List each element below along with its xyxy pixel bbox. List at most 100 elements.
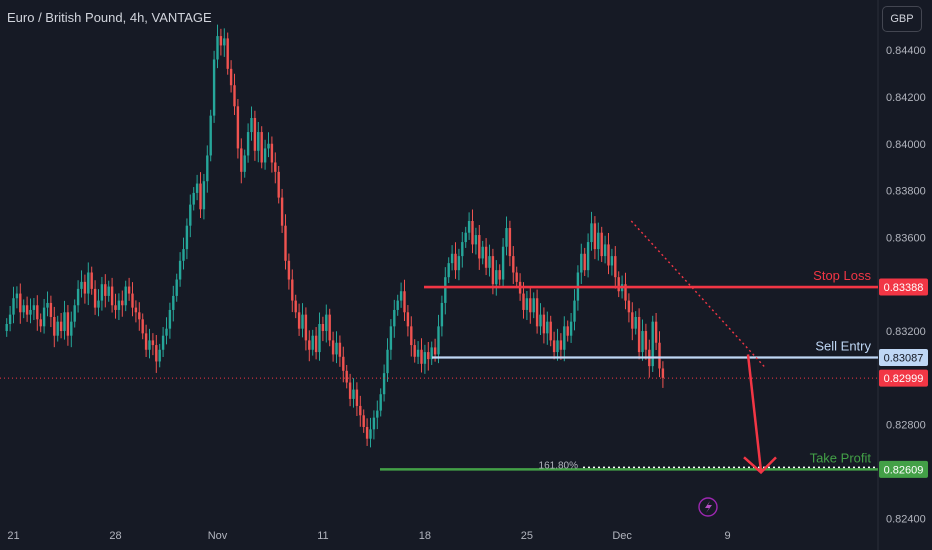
candle xyxy=(515,266,518,288)
candle xyxy=(634,311,637,335)
candle xyxy=(49,295,53,328)
candle xyxy=(484,238,488,276)
x-tick-label: 21 xyxy=(7,530,19,542)
candle xyxy=(396,294,399,316)
candle xyxy=(287,253,291,290)
candle xyxy=(66,305,70,346)
candle xyxy=(498,264,501,286)
candle xyxy=(284,214,287,270)
candle xyxy=(420,338,423,373)
svg-text:0.82999: 0.82999 xyxy=(884,373,924,385)
candle xyxy=(240,138,243,184)
candle xyxy=(427,342,430,371)
candle xyxy=(121,290,124,317)
candle xyxy=(70,311,73,348)
candle xyxy=(386,338,389,382)
candle xyxy=(131,282,134,317)
candle xyxy=(243,149,246,178)
candle xyxy=(607,232,610,275)
candle xyxy=(76,280,80,313)
candle xyxy=(304,307,308,351)
candle xyxy=(212,50,216,123)
candle xyxy=(529,288,532,324)
candle xyxy=(22,299,25,319)
candle xyxy=(580,243,583,284)
candle xyxy=(301,303,304,338)
candle xyxy=(617,271,620,298)
candle xyxy=(525,290,529,321)
flash-icon[interactable] xyxy=(698,497,718,517)
candle xyxy=(348,373,352,407)
candle xyxy=(651,315,654,372)
candle xyxy=(505,216,508,256)
candle xyxy=(610,248,614,276)
candle xyxy=(355,382,359,416)
candle xyxy=(138,302,141,331)
candle xyxy=(321,316,325,342)
candle xyxy=(226,32,229,75)
candle xyxy=(267,132,270,158)
candle xyxy=(365,418,369,446)
candle xyxy=(648,339,651,378)
candle xyxy=(430,341,433,365)
candle xyxy=(614,246,617,289)
candle xyxy=(97,289,100,317)
candle xyxy=(481,240,484,265)
candle xyxy=(600,226,603,262)
fib-label: 161.80% xyxy=(539,460,579,471)
currency-button[interactable]: GBP xyxy=(882,6,922,32)
price-tag: 0.83087 xyxy=(879,348,928,366)
candle xyxy=(56,315,59,342)
level-sell-entry: Sell Entry xyxy=(432,338,878,359)
candle xyxy=(155,335,158,373)
svg-text:0.82609: 0.82609 xyxy=(884,464,924,476)
x-tick-label: Nov xyxy=(208,530,228,542)
candle xyxy=(382,364,386,402)
candle xyxy=(637,308,641,360)
candle xyxy=(63,300,66,340)
candle xyxy=(104,274,107,308)
candle xyxy=(294,294,297,319)
candle xyxy=(328,308,331,347)
candle xyxy=(260,126,263,169)
candle xyxy=(127,277,131,301)
candle xyxy=(100,276,104,311)
resistance-trendline xyxy=(630,220,767,369)
y-tick-label: 0.83800 xyxy=(886,186,926,198)
y-tick-label: 0.83600 xyxy=(886,232,926,244)
level-label: Stop Loss xyxy=(813,268,871,283)
candle xyxy=(661,361,665,388)
candle xyxy=(117,293,121,321)
candle xyxy=(478,224,481,270)
candle xyxy=(658,331,661,378)
level-stop-loss: Stop Loss xyxy=(424,268,878,289)
level-take-profit: Take Profit xyxy=(380,450,878,471)
candle xyxy=(233,73,236,115)
candle xyxy=(495,260,498,296)
candle xyxy=(216,24,219,69)
candles-group xyxy=(5,24,665,448)
candle xyxy=(80,270,83,298)
candle xyxy=(36,295,39,331)
candle xyxy=(124,280,127,312)
candle xyxy=(246,123,250,163)
candle xyxy=(73,299,76,328)
y-tick-label: 0.84400 xyxy=(886,45,926,57)
candle xyxy=(372,410,376,440)
candle xyxy=(573,289,576,331)
candle xyxy=(447,257,450,284)
candle xyxy=(141,313,144,340)
candle xyxy=(597,222,600,261)
candle xyxy=(586,233,590,278)
candle xyxy=(413,339,416,363)
candle xyxy=(399,282,403,308)
y-tick-label: 0.84200 xyxy=(886,92,926,104)
candle xyxy=(464,226,467,248)
candle xyxy=(423,344,427,374)
candle xyxy=(168,302,172,339)
current-price-tag: 0.82999 xyxy=(879,369,928,387)
candle xyxy=(19,283,22,324)
candle xyxy=(359,395,362,427)
y-tick-label: 0.82800 xyxy=(886,420,926,432)
